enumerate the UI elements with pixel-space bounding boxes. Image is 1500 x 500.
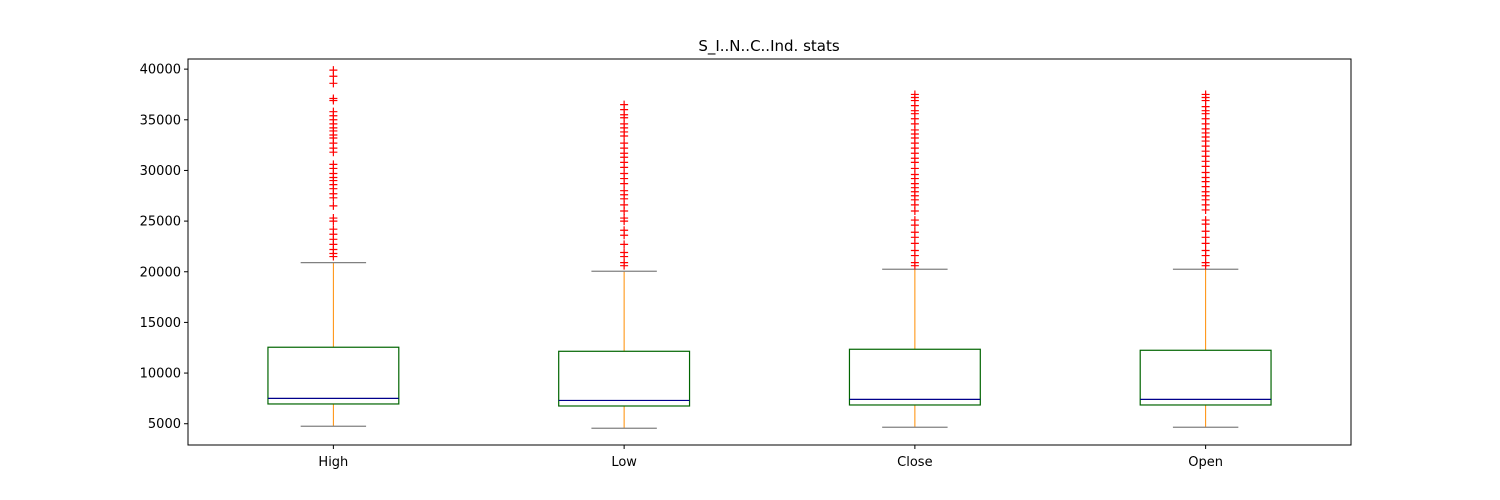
- y-tick-label: 25000: [140, 215, 181, 230]
- outlier-point: [910, 216, 919, 225]
- plot-frame: [187, 58, 1352, 446]
- outlier-point: [1201, 246, 1210, 255]
- x-tick-label: Open: [1188, 455, 1223, 470]
- chart-title: S_I..N..C..Ind. stats: [698, 37, 840, 56]
- y-tick-label: 30000: [140, 164, 181, 179]
- outlier-point: [910, 258, 919, 267]
- outlier-point: [620, 240, 629, 249]
- chart-marks: 5000 10000 15000 20000 25000 30000 35000 40000 H…: [140, 63, 1272, 470]
- x-tick-label: Close: [897, 455, 932, 470]
- outlier-point: [620, 214, 629, 223]
- outlier-point: [1201, 90, 1210, 99]
- outlier-point: [329, 66, 338, 75]
- outlier-point: [329, 94, 338, 103]
- outlier-point: [910, 228, 919, 237]
- outlier-point: [1201, 258, 1210, 267]
- outlier-point: [620, 226, 629, 235]
- box-iqr: [848, 348, 981, 406]
- outlier-point: [329, 160, 338, 169]
- box-iqr: [267, 346, 400, 405]
- box-iqr: [1139, 349, 1272, 406]
- y-tick-label: 10000: [140, 367, 181, 382]
- x-tick-label: High: [318, 455, 348, 470]
- outlier-point: [329, 79, 338, 88]
- y-tick-label: 40000: [140, 63, 181, 78]
- x-tick-label: Low: [611, 455, 637, 470]
- outlier-point: [1201, 227, 1210, 236]
- outlier-point: [329, 225, 338, 234]
- outlier-point: [620, 248, 629, 257]
- outlier-point: [329, 107, 338, 116]
- outlier-point: [910, 246, 919, 255]
- y-tick-label: 15000: [140, 316, 181, 331]
- y-tick-label: 35000: [140, 113, 181, 128]
- box-iqr: [558, 350, 691, 407]
- outlier-point: [620, 139, 629, 148]
- outlier-point: [910, 90, 919, 99]
- outlier-point: [329, 201, 338, 210]
- y-tick-label: 20000: [140, 265, 181, 280]
- y-tick-label: 5000: [148, 417, 181, 432]
- outlier-point: [620, 186, 629, 195]
- outlier-point: [329, 214, 338, 223]
- outlier-point: [1201, 216, 1210, 225]
- outlier-point: [620, 100, 629, 109]
